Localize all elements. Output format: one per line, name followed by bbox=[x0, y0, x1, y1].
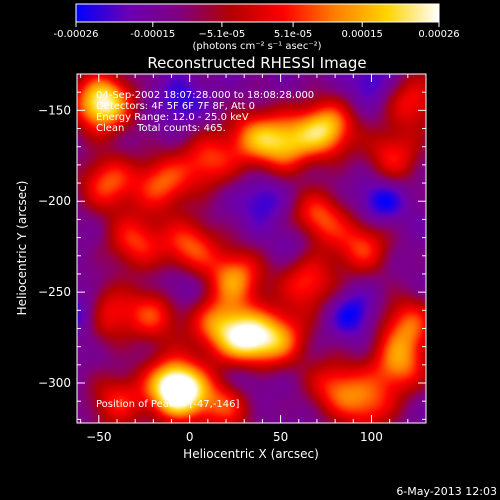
colorbar-tick-label: -0.00015 bbox=[130, 29, 175, 40]
annotation-method: Clean Total counts: 465. bbox=[96, 123, 226, 134]
x-tick-label: 100 bbox=[360, 430, 383, 444]
colorbar-tick-label: 5.1e-05 bbox=[274, 29, 312, 40]
x-tick-label: 50 bbox=[273, 430, 288, 444]
colorbar-tick-label: −5.1e-05 bbox=[199, 29, 246, 40]
colorbar-tick-label: 0.00026 bbox=[418, 29, 459, 40]
annotation-energy: Energy Range: 12.0 - 25.0 keV bbox=[96, 112, 249, 123]
plot-frame bbox=[76, 73, 427, 424]
y-axis-label: Heliocentric Y (arcsec) bbox=[15, 181, 29, 316]
axes: −50 0 50 100 −300 −250 −200 −150 bbox=[38, 73, 427, 444]
x-tick-label: 0 bbox=[186, 430, 194, 444]
chart-title: Reconstructed RHESSI Image bbox=[147, 54, 366, 72]
colorbar-tick-label: 0.00015 bbox=[342, 29, 383, 40]
y-axis-ticks: −300 −250 −200 −150 bbox=[38, 73, 426, 420]
y-tick-label: −250 bbox=[38, 285, 71, 299]
colorbar-tick-label: -0.00026 bbox=[54, 29, 99, 40]
colorbar-ticks: -0.00026 -0.00015 −5.1e-05 5.1e-05 0.00015 0.… bbox=[54, 22, 460, 40]
x-tick-label: −50 bbox=[86, 430, 111, 444]
x-axis-ticks: −50 0 50 100 bbox=[80, 74, 427, 444]
annotation-time-range: 04-Sep-2002 18:07:28.000 to 18:08:28.000 bbox=[96, 90, 314, 101]
annotation-peak: Position of Peak = [-47,-146] bbox=[96, 399, 240, 410]
annotations: 04-Sep-2002 18:07:28.000 to 18:08:28.000… bbox=[96, 90, 314, 410]
heatmap-image bbox=[77, 74, 426, 423]
colorbar: -0.00026 -0.00015 −5.1e-05 5.1e-05 0.00015 0.… bbox=[54, 3, 460, 52]
y-tick-label: −150 bbox=[38, 103, 71, 117]
annotation-detectors: Detectors: 4F 5F 6F 7F 8F, Att 0 bbox=[96, 101, 255, 112]
y-tick-label: −200 bbox=[38, 194, 71, 208]
colorbar-units: (photons cm⁻² s⁻¹ asec⁻²) bbox=[192, 41, 321, 52]
x-axis-label: Heliocentric X (arcsec) bbox=[183, 447, 319, 461]
colorbar-scale bbox=[75, 3, 440, 23]
footer-date: 6-May-2013 12:03 bbox=[396, 485, 497, 498]
y-tick-label: −300 bbox=[38, 376, 71, 390]
heatmap-raster bbox=[77, 74, 426, 423]
